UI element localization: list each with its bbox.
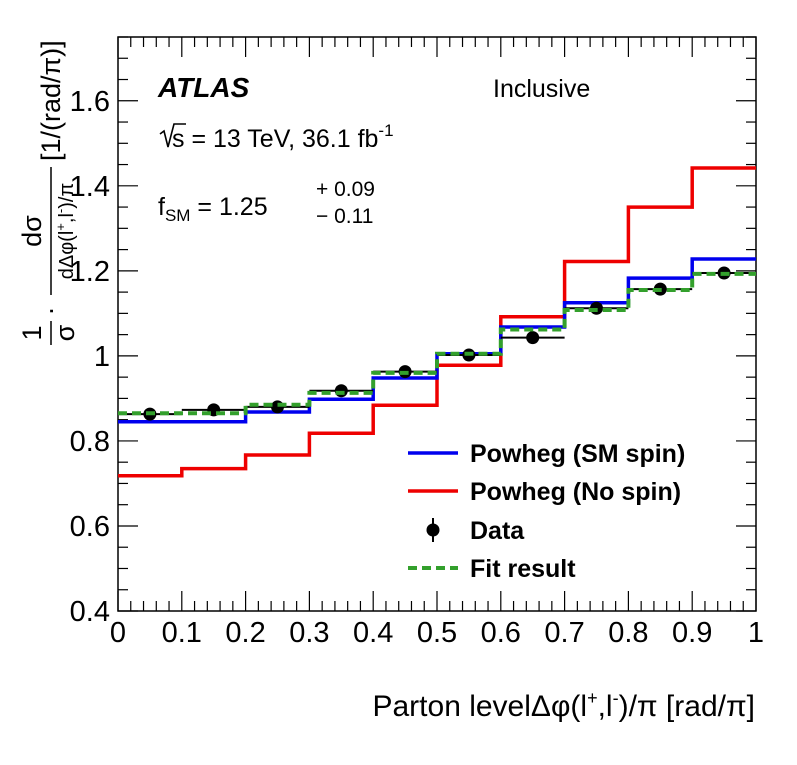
y-tick-labels: 0.4 0.6 0.8 1 1.2 1.4 1.6 (70, 86, 110, 628)
y-title-dot: · (35, 307, 65, 316)
x-tick-labels: 0 0.1 0.2 0.3 0.4 0.5 0.6 0.7 0.8 0.9 1 (110, 617, 764, 649)
series-layer (118, 166, 756, 478)
y-axis-title: 1 σ · dσ dΔφ(l+,l-)/π [1/(rad/π)] (17, 40, 80, 345)
svg-text:fSM = 1.25: fSM = 1.25 (158, 193, 268, 225)
fsm-err-up: + 0.09 (316, 178, 375, 201)
fsm-sub: SM (165, 206, 191, 225)
x-tick-label: 1 (748, 617, 764, 649)
x-tick-label: 0 (110, 617, 126, 649)
y-tick-label: 0.4 (70, 596, 110, 628)
sqrt-sign (159, 123, 186, 148)
x-tick-label: 0.7 (544, 617, 584, 649)
region-label: Inclusive (493, 75, 590, 103)
y-title-unit: [1/(rad/π)] (36, 40, 66, 161)
legend-label-fit: Fit result (470, 555, 576, 583)
y-title-num: dσ (17, 215, 47, 247)
data-marker (526, 331, 540, 345)
fsm-annotation: fSM = 1.25 + 0.09 − 0.11 (158, 178, 375, 228)
series-line-fit-result (118, 271, 756, 416)
y-tick-label: 0.6 (70, 511, 110, 543)
data-point (500, 331, 565, 345)
legend-label-sm-spin: Powheg (SM spin) (470, 440, 685, 468)
axis-ticks (117, 36, 757, 612)
y-title-den: dΔφ(l+,l-)/π (53, 183, 78, 280)
x-tick-label: 0.6 (481, 617, 521, 649)
x-tick-label: 0.8 (608, 617, 648, 649)
fsm-err-down: − 0.11 (316, 205, 373, 228)
energy-annotation: s = 13 TeV, 36.1 fb-1 (159, 121, 394, 153)
fsm-label: f (158, 193, 165, 221)
legend: Powheg (SM spin) Powheg (No spin) Data F… (408, 440, 685, 583)
y-tick-label: 0.8 (70, 426, 110, 458)
y-title-sigma: σ (50, 324, 80, 341)
x-tick-label: 0.5 (417, 617, 457, 649)
series-line-powheg-no-spin (118, 166, 756, 478)
y-tick-label: 1 (94, 341, 110, 373)
data-point (309, 384, 374, 398)
x-tick-label: 0.9 (672, 617, 712, 649)
legend-swatch-data-marker (426, 523, 440, 537)
y-tick-label: 1.2 (70, 256, 110, 288)
data-marker (271, 400, 284, 414)
svg-text:s = 13 TeV, 36.1 fb-1: s = 13 TeV, 36.1 fb-1 (172, 121, 394, 153)
y-tick-label: 1.4 (70, 171, 110, 203)
y-tick-label: 1.6 (70, 86, 110, 118)
fsm-value: = 1.25 (190, 193, 267, 221)
data-marker (334, 384, 348, 398)
energy-text: s = 13 TeV, 36.1 fb (172, 125, 378, 153)
x-tick-label: 0.3 (289, 617, 329, 649)
atlas-label: ATLAS (157, 72, 250, 103)
x-tick-label: 0.1 (162, 617, 202, 649)
energy-sup: -1 (378, 121, 393, 140)
legend-label-no-spin: Powheg (No spin) (470, 478, 681, 506)
legend-label-data: Data (470, 517, 525, 545)
x-tick-label: 0.4 (353, 617, 393, 649)
x-tick-label: 0.2 (225, 617, 265, 649)
x-axis-title: Parton levelΔφ(l+,l-)/π [rad/π] (372, 688, 755, 723)
y-title-one: 1 (17, 325, 47, 340)
